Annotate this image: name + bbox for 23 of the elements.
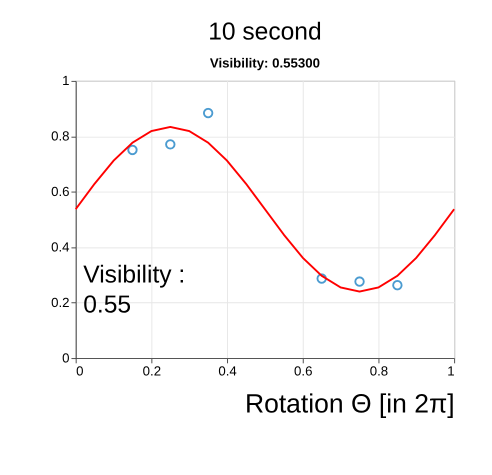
point: [316, 273, 327, 284]
point: [127, 144, 138, 156]
y-tick-label: 0.8: [51, 128, 70, 144]
y-tick-label: 0.2: [51, 294, 70, 310]
chart-subtitle: Visibility: 0.55300: [210, 56, 320, 71]
point: [392, 280, 403, 290]
x-tick-label: 0: [76, 364, 84, 379]
x-tick-label: 1: [447, 364, 455, 379]
y-tick-label: 0: [62, 350, 70, 366]
x-tick-label: 0.6: [294, 364, 312, 379]
x-tick-label: 0.4: [218, 364, 237, 379]
x-tick-label: 0.2: [142, 364, 162, 379]
point: [165, 139, 176, 150]
y-tick-label: 0.4: [51, 239, 70, 254]
y-tick-label: 0.6: [51, 184, 70, 200]
point: [202, 108, 214, 118]
x-axis-title: Rotation Θ [in 2π]: [244, 388, 455, 419]
annotation: Visibility : 0.55: [83, 261, 186, 319]
x-tick-label: 0.8: [370, 364, 388, 379]
chart-title: 10 second: [208, 18, 322, 46]
y-tick-label: 1: [62, 73, 70, 88]
line-series: [74, 126, 456, 293]
point: [354, 276, 365, 287]
